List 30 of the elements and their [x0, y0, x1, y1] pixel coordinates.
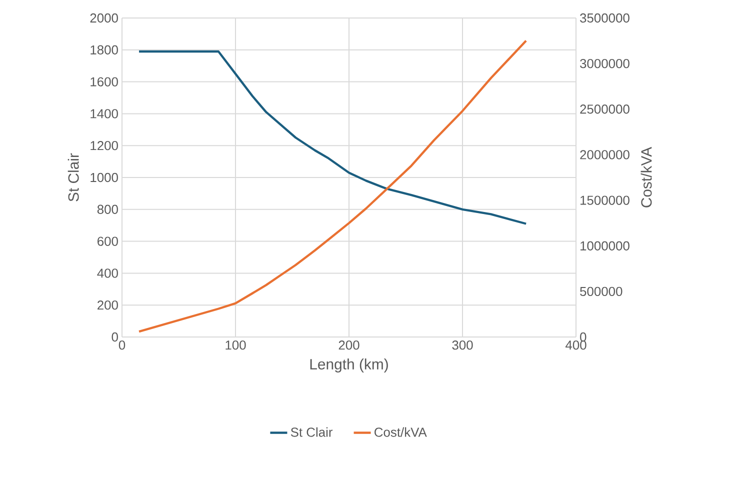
y-tick-label: 1600 — [90, 77, 118, 86]
y-tick-label: 1800 — [90, 45, 118, 54]
y-tick-label: 2000 — [90, 13, 118, 23]
x-tick-label: 400 — [565, 340, 586, 350]
y-tick-label: 0 — [112, 332, 118, 342]
line-series — [138, 40, 528, 333]
x-tick-label: 200 — [338, 340, 360, 350]
legend-label: St Clair — [290, 427, 333, 437]
x-tick-label: 100 — [226, 340, 246, 350]
legend-label: Cost/kVA — [374, 427, 427, 437]
y-tick-label: 400 — [97, 268, 118, 278]
y-tick-label: 1000 — [90, 172, 118, 182]
y-tick-label: 800 — [97, 204, 118, 214]
y2-tick-label: 0 — [580, 332, 586, 342]
y2-tick-label: 3500000 — [580, 13, 630, 23]
x-tick-label: 0 — [118, 340, 126, 350]
y-tick-label: 200 — [98, 300, 118, 310]
y2-tick-label: 1500000 — [580, 196, 630, 205]
x-axis-title: Length (km) — [310, 358, 388, 372]
y2-tick-label: 2000000 — [580, 150, 630, 160]
y-tick-label: 1200 — [90, 141, 118, 150]
y2-tick-label: 2500000 — [580, 104, 630, 114]
x-tick-label: 300 — [452, 340, 473, 350]
y2-tick-label: 3000000 — [580, 58, 630, 68]
y-tick-label: 1400 — [90, 109, 118, 118]
y2-axis-title: Cost/kVA — [640, 146, 652, 208]
y2-tick-label: 500000 — [580, 286, 622, 296]
y-axis-title: St Clair — [68, 153, 79, 202]
y-tick-label: 600 — [98, 236, 118, 246]
y2-tick-label: 1000000 — [580, 241, 630, 250]
